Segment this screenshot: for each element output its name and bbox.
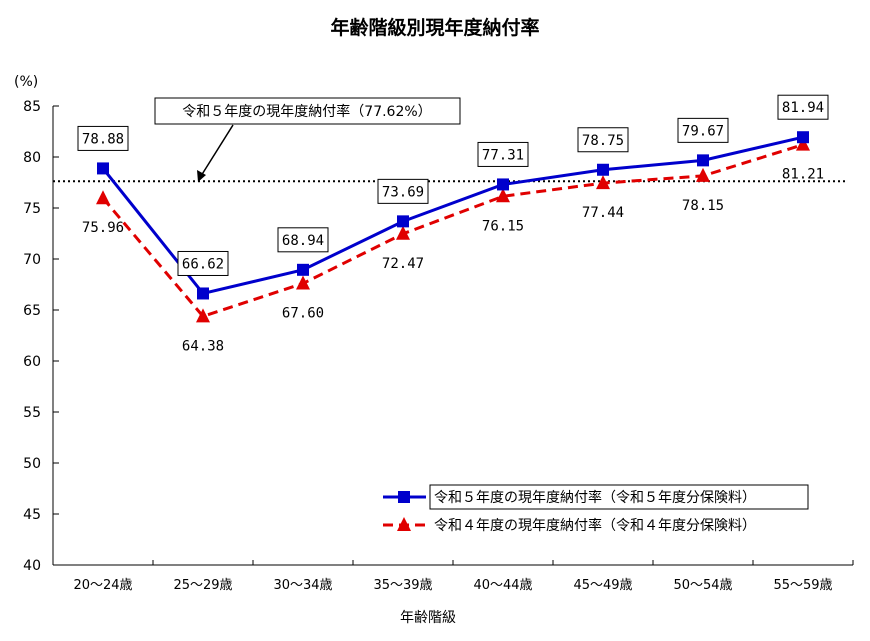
data-label: 77.31: [482, 147, 524, 163]
data-point: [97, 162, 109, 175]
x-tick-label: 25～29歳: [173, 578, 232, 593]
data-point: [197, 287, 209, 300]
x-tick-label: 30～34歳: [273, 578, 332, 593]
data-point: [497, 178, 509, 191]
data-point: [796, 136, 810, 151]
series-1: 78.88 66.62 68.94 73.69 77.31 78.75 79.67 81.94: [77, 94, 829, 300]
data-point: [697, 154, 709, 167]
data-point: [96, 190, 110, 205]
data-point: [496, 188, 510, 203]
callout-arrowhead: [197, 170, 206, 182]
y-tick-label: 70: [23, 252, 41, 268]
data-label-box: [577, 127, 629, 153]
data-label: 79.67: [682, 123, 724, 139]
y-axis-label: (%): [14, 74, 38, 90]
y-tick-label: 45: [23, 507, 41, 523]
data-point: [696, 167, 710, 182]
data-label: 78.15: [682, 198, 724, 214]
reference-callout-label: 令和５年度の現年度納付率（77.62%）: [182, 103, 431, 120]
x-tick-label: 45～49歳: [573, 578, 632, 593]
legend-highlight-box: [429, 484, 809, 510]
data-label: 78.75: [582, 133, 624, 149]
data-point: [596, 175, 610, 190]
data-point: [196, 308, 210, 323]
data-label-box: [377, 178, 429, 204]
data-label: 67.60: [282, 305, 324, 321]
x-tick-label: 35～39歳: [373, 578, 432, 593]
data-label: 77.44: [582, 205, 624, 221]
data-label: 64.38: [182, 338, 224, 354]
data-point: [296, 275, 310, 290]
callout-arrow: [200, 124, 234, 177]
x-tick-label: 50～54歳: [673, 578, 732, 593]
data-point: [597, 163, 609, 176]
data-label: 81.94: [782, 100, 824, 116]
legend-label: 令和４年度の現年度納付率（令和４年度分保険料）: [434, 517, 756, 534]
y-tick-label: 65: [23, 303, 41, 319]
x-axis-label: 年齢階級: [400, 610, 456, 626]
data-label-box: [277, 227, 329, 253]
y-tick-label: 75: [23, 201, 41, 217]
data-point: [797, 131, 809, 144]
y-tick-label: 85: [23, 99, 41, 115]
data-label-box: [477, 141, 529, 167]
legend-marker: [397, 517, 411, 531]
data-label-box: [777, 94, 829, 120]
series-2: 75.96 64.38 67.60 72.47 76.15 77.44 78.15 81.21: [82, 136, 824, 354]
data-label: 66.62: [182, 256, 224, 272]
data-label: 68.94: [282, 233, 324, 249]
data-label: 72.47: [382, 256, 424, 272]
y-tick-label: 50: [23, 456, 41, 472]
legend-marker: [398, 491, 410, 503]
data-label-box: [77, 125, 129, 151]
y-tick-label: 80: [23, 150, 41, 166]
y-tick-label: 60: [23, 354, 41, 370]
data-point: [396, 225, 410, 240]
data-point: [297, 263, 309, 276]
legend-label: 令和５年度の現年度納付率（令和５年度分保険料）: [434, 489, 756, 506]
series-line: [101, 143, 804, 319]
data-label: 75.96: [82, 220, 124, 236]
y-tick-label: 40: [23, 558, 41, 574]
series-line: [101, 135, 804, 296]
data-label-box: [677, 117, 729, 143]
data-label: 73.69: [382, 184, 424, 200]
x-tick-label: 55～59歳: [773, 578, 832, 593]
chart-title: 年齢階級別現年度納付率: [330, 16, 539, 39]
data-label: 76.15: [482, 218, 524, 234]
data-label: 78.88: [82, 131, 124, 147]
data-label-box: [177, 250, 229, 276]
data-label: 81.21: [782, 167, 824, 183]
x-tick-label: 20～24歳: [73, 578, 132, 593]
y-tick-label: 55: [23, 405, 41, 421]
data-point: [397, 215, 409, 228]
reference-callout-box: [154, 97, 461, 125]
x-tick-label: 40～44歳: [473, 578, 532, 593]
